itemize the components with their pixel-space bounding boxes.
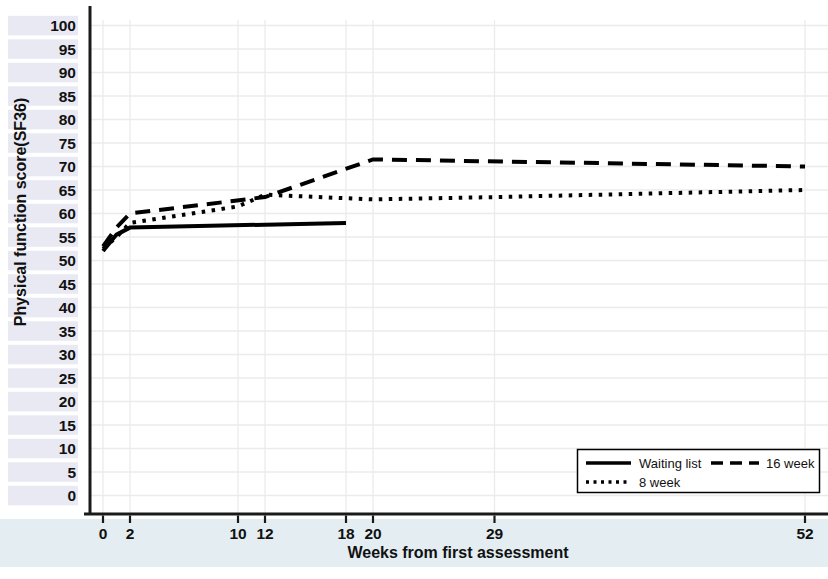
plot-gridlines — [90, 20, 828, 513]
y-tick-label: 10 — [59, 440, 76, 457]
x-axis-line — [84, 513, 828, 516]
y-tick-label: 85 — [59, 88, 77, 105]
y-tick-label: 45 — [59, 276, 77, 293]
y-tick-label: 60 — [59, 205, 76, 222]
series-line-16-week — [103, 159, 805, 246]
chart-canvas: 0510152025303540455055606570758085909510… — [0, 0, 828, 579]
y-axis-title: Physical function score(SF36) — [12, 98, 29, 327]
x-tick-label: 0 — [99, 525, 108, 542]
y-tick-label: 0 — [67, 487, 76, 504]
y-tick-label: 80 — [59, 111, 76, 128]
x-tick-label: 10 — [229, 525, 246, 542]
y-tick-label: 5 — [67, 464, 76, 481]
y-tick-label: 95 — [59, 41, 77, 58]
x-axis-title: Weeks from first assessment — [347, 544, 569, 561]
x-tick-label: 20 — [364, 525, 381, 542]
x-tick-label: 12 — [256, 525, 273, 542]
x-tick-label: 52 — [796, 525, 813, 542]
y-tick-label: 50 — [59, 252, 76, 269]
series-line-8-week — [103, 190, 805, 249]
legend-label-8-week: 8 week — [639, 475, 681, 490]
y-tick-label: 55 — [59, 229, 77, 246]
y-tick-label: 15 — [59, 417, 77, 434]
y-tick-label: 90 — [59, 64, 76, 81]
y-tick-label: 35 — [59, 323, 77, 340]
y-tick-label: 70 — [59, 158, 76, 175]
y-tick-label: 100 — [50, 17, 76, 34]
y-tick-label: 65 — [59, 182, 77, 199]
y-tick-label: 30 — [59, 346, 76, 363]
y-axis-line — [89, 6, 92, 515]
y-tick-label: 75 — [59, 135, 77, 152]
legend-label-waiting-list: Waiting list — [639, 456, 702, 471]
legend: Waiting list 16 week 8 week — [578, 450, 820, 493]
x-tick-label: 2 — [126, 525, 135, 542]
y-tick-label: 40 — [59, 299, 76, 316]
x-tick-label: 18 — [337, 525, 355, 542]
y-tick-label: 25 — [59, 370, 77, 387]
y-tick-label: 20 — [59, 393, 76, 410]
legend-label-16-week: 16 week — [766, 456, 815, 471]
x-tick-label: 29 — [486, 525, 504, 542]
sf36-line-chart-figure: 0510152025303540455055606570758085909510… — [0, 0, 828, 579]
